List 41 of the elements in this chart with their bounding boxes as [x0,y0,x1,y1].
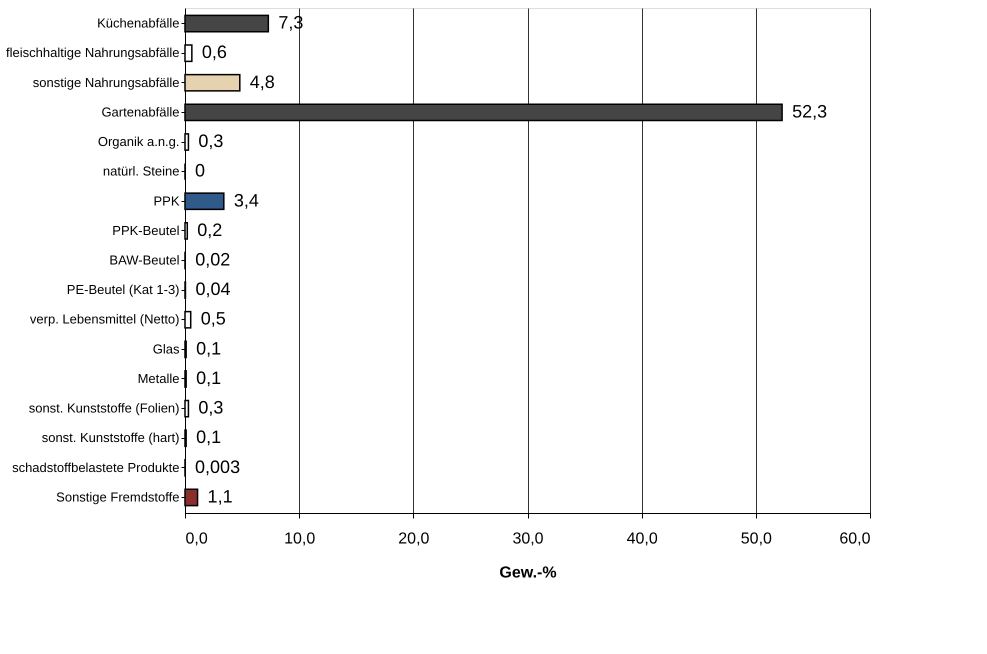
y-tick-label: fleischhaltige Nahrungsabfälle [6,45,180,60]
x-tick-label: 20,0 [398,530,430,548]
y-tick-label: PPK-Beutel [112,222,180,238]
data-label: 4,8 [250,72,275,92]
y-tick-label: Metalle [138,370,180,386]
data-label: 0 [195,160,206,181]
y-tick-label: verp. Lebensmittel (Netto) [30,312,180,327]
data-label: 0,6 [202,42,227,62]
data-label: 0,3 [198,398,224,418]
data-label: 0,1 [196,368,222,388]
y-tick-label: natürl. Steine [102,164,180,179]
y-tick-label: Küchenabfälle [97,16,180,31]
y-tick-label: Glas [152,341,180,356]
x-tick-label: 60,0 [839,530,871,548]
data-label: 0,2 [197,220,222,240]
x-tick-label: 40,0 [626,530,658,548]
y-tick-label: schadstoffbelastete Produkte [12,460,180,475]
x-tick-label: 30,0 [512,530,544,548]
data-label: 0,04 [195,279,231,300]
y-tick-label: PPK [153,193,180,208]
y-tick-label: BAW-Beutel [109,252,180,268]
data-label: 0,003 [195,456,240,477]
y-tick-label: Sonstige Fremdstoffe [56,489,180,504]
data-label: 0,5 [200,308,226,329]
data-label: 0,1 [196,427,222,448]
x-axis-title: Gew.-% [499,564,557,582]
y-tick-label: Gartenabfälle [101,104,180,120]
x-tick-label: 50,0 [740,530,772,548]
data-label: 0,02 [195,250,230,270]
x-tick-label: 10,0 [284,530,316,548]
y-tick-label: Organik a.n.g. [98,134,180,150]
y-tick-label: sonstige Nahrungsabfälle [32,74,180,90]
data-label: 3,4 [234,190,259,210]
y-tick-label: sonst. Kunststoffe (Folien) [28,400,180,416]
data-label: 0,1 [196,338,222,358]
data-label: 1,1 [208,486,233,506]
data-label: 52,3 [792,101,828,122]
x-tick-label: 0,0 [186,530,208,548]
y-tick-label: PE-Beutel (Kat 1-3) [66,282,180,298]
y-tick-label: sonst. Kunststoffe (hart) [42,430,180,446]
data-label: 0,3 [198,131,224,152]
